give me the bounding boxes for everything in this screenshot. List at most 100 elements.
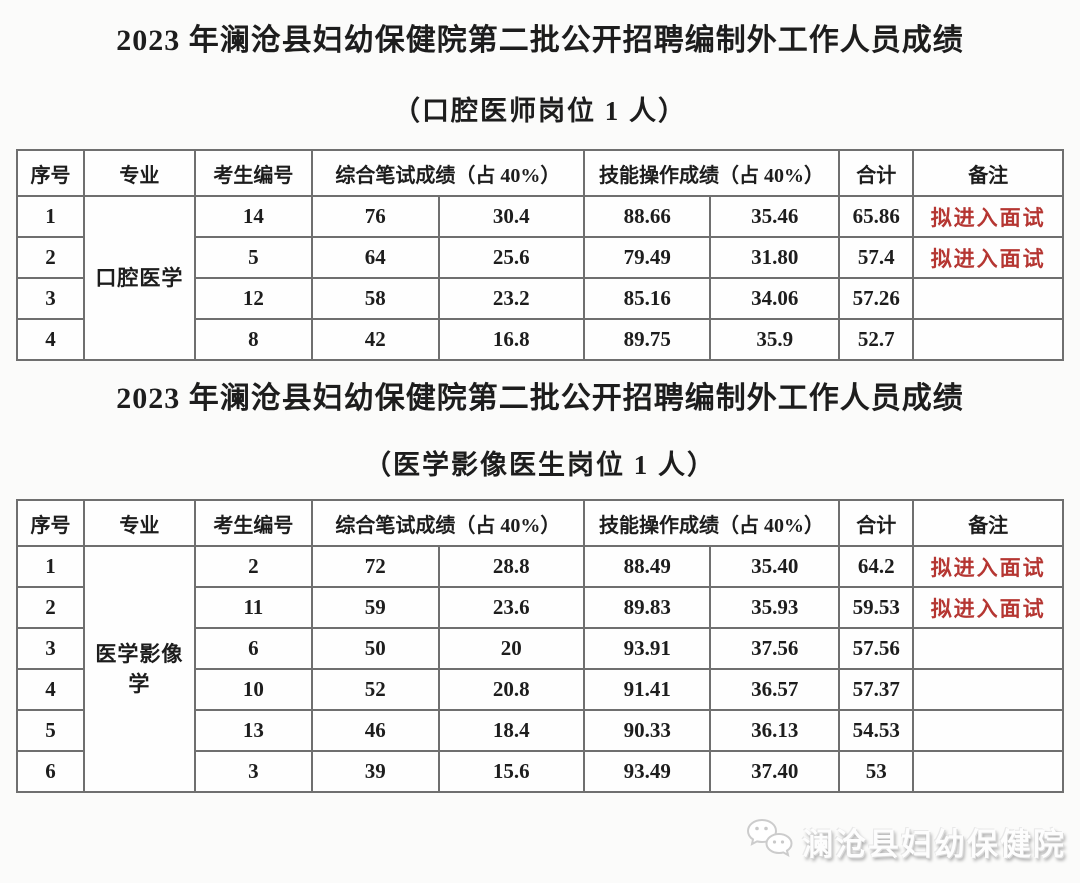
cell-candidate-id: 6 <box>193 627 313 670</box>
cell-remark <box>912 750 1064 793</box>
cell-skill-raw: 89.75 <box>582 318 712 361</box>
header-written-score: 综合笔试成绩（占 40%） <box>310 149 585 197</box>
cell-total: 57.26 <box>838 277 915 320</box>
cell-remark: 拟进入面试 <box>912 545 1064 588</box>
cell-written-weighted: 16.8 <box>437 318 585 361</box>
cell-written-raw: 50 <box>310 627 440 670</box>
header-no: 序号 <box>16 499 85 547</box>
header-row: 序号 专业 考生编号 综合笔试成绩（占 40%） 技能操作成绩（占 40%） 合… <box>16 499 1064 547</box>
cell-skill-raw: 85.16 <box>582 277 712 320</box>
cell-major: 口腔医学 <box>82 195 196 361</box>
table-row: 1 口腔医学 14 76 30.4 88.66 35.46 65.86 拟进入面… <box>16 195 1064 361</box>
cell-written-weighted: 28.8 <box>437 545 585 588</box>
section1-title: 2023 年澜沧县妇幼保健院第二批公开招聘编制外工作人员成绩 <box>116 24 964 57</box>
cell-written-weighted: 23.6 <box>437 586 585 629</box>
cell-skill-raw: 90.33 <box>582 709 712 752</box>
cell-written-weighted: 25.6 <box>437 236 585 279</box>
cell-major: 医学影像学 <box>82 545 196 793</box>
watermark: 澜沧县妇幼保健院 <box>744 816 1066 866</box>
cell-total: 57.56 <box>838 627 915 670</box>
header-skill-score: 技能操作成绩（占 40%） <box>582 499 841 547</box>
header-no: 序号 <box>16 149 85 197</box>
cell-candidate-id: 13 <box>193 709 313 752</box>
cell-written-weighted: 20 <box>437 627 585 670</box>
cell-skill-raw: 88.66 <box>582 195 712 238</box>
cell-written-weighted: 18.4 <box>437 709 585 752</box>
cell-remark <box>912 318 1064 361</box>
cell-remark <box>912 668 1064 711</box>
cell-remark <box>912 627 1064 670</box>
table-row: 3 12 58 23.2 85.16 34.06 57.26 <box>16 277 1064 320</box>
cell-written-raw: 72 <box>310 545 440 588</box>
cell-total: 52.7 <box>838 318 915 361</box>
cell-remark: 拟进入面试 <box>912 236 1064 279</box>
cell-candidate-id: 10 <box>193 668 313 711</box>
cell-skill-weighted: 36.57 <box>709 668 841 711</box>
cell-skill-weighted: 35.40 <box>709 545 841 588</box>
cell-written-raw: 64 <box>310 236 440 279</box>
cell-no: 2 <box>16 586 85 629</box>
header-remark: 备注 <box>912 499 1064 547</box>
cell-no: 4 <box>16 318 85 361</box>
cell-skill-raw: 79.49 <box>582 236 712 279</box>
header-major: 专业 <box>82 499 196 547</box>
cell-total: 57.37 <box>838 668 915 711</box>
table-row: 6 3 39 15.6 93.49 37.40 53 <box>16 750 1064 793</box>
cell-written-weighted: 23.2 <box>437 277 585 320</box>
cell-written-weighted: 20.8 <box>437 668 585 711</box>
cell-skill-weighted: 37.40 <box>709 750 841 793</box>
header-candidate-id: 考生编号 <box>193 499 313 547</box>
cell-remark <box>912 277 1064 320</box>
cell-skill-weighted: 35.9 <box>709 318 841 361</box>
table-row: 3 6 50 20 93.91 37.56 57.56 <box>16 627 1064 670</box>
cell-written-raw: 39 <box>310 750 440 793</box>
table-row: 2 11 59 23.6 89.83 35.93 59.53 拟进入面试 <box>16 586 1064 629</box>
cell-no: 6 <box>16 750 85 793</box>
header-row: 序号 专业 考生编号 综合笔试成绩（占 40%） 技能操作成绩（占 40%） 合… <box>16 149 1064 197</box>
cell-written-raw: 58 <box>310 277 440 320</box>
score-table-imaging: 序号 专业 考生编号 综合笔试成绩（占 40%） 技能操作成绩（占 40%） 合… <box>16 499 1064 793</box>
cell-candidate-id: 11 <box>193 586 313 629</box>
cell-skill-raw: 93.91 <box>582 627 712 670</box>
header-remark: 备注 <box>912 149 1064 197</box>
cell-written-weighted: 30.4 <box>437 195 585 238</box>
cell-total: 57.4 <box>838 236 915 279</box>
cell-total: 59.53 <box>838 586 915 629</box>
cell-remark <box>912 709 1064 752</box>
table-row: 5 13 46 18.4 90.33 36.13 54.53 <box>16 709 1064 752</box>
cell-skill-weighted: 36.13 <box>709 709 841 752</box>
cell-total: 64.2 <box>838 545 915 588</box>
header-skill-score: 技能操作成绩（占 40%） <box>582 149 841 197</box>
cell-skill-weighted: 35.46 <box>709 195 841 238</box>
watermark-label: 澜沧县妇幼保健院 <box>802 826 1066 862</box>
cell-no: 1 <box>16 545 85 588</box>
header-candidate-id: 考生编号 <box>193 149 313 197</box>
cell-candidate-id: 8 <box>193 318 313 361</box>
wechat-chat-bubbles-icon <box>744 816 796 866</box>
cell-skill-raw: 88.49 <box>582 545 712 588</box>
cell-skill-raw: 91.41 <box>582 668 712 711</box>
header-total: 合计 <box>838 149 915 197</box>
cell-no: 1 <box>16 195 85 238</box>
table-row: 1 医学影像学 2 72 28.8 88.49 35.40 64.2 拟进入面试 <box>16 545 1064 793</box>
cell-written-raw: 76 <box>310 195 440 238</box>
cell-no: 2 <box>16 236 85 279</box>
cell-total: 53 <box>838 750 915 793</box>
cell-written-raw: 52 <box>310 668 440 711</box>
cell-no: 3 <box>16 627 85 670</box>
cell-skill-weighted: 34.06 <box>709 277 841 320</box>
section2-title: 2023 年澜沧县妇幼保健院第二批公开招聘编制外工作人员成绩 <box>116 382 964 415</box>
score-table-dental: 序号 专业 考生编号 综合笔试成绩（占 40%） 技能操作成绩（占 40%） 合… <box>16 149 1064 361</box>
cell-candidate-id: 2 <box>193 545 313 588</box>
cell-written-weighted: 15.6 <box>437 750 585 793</box>
cell-total: 54.53 <box>838 709 915 752</box>
cell-skill-weighted: 31.80 <box>709 236 841 279</box>
cell-remark: 拟进入面试 <box>912 586 1064 629</box>
table-row: 4 8 42 16.8 89.75 35.9 52.7 <box>16 318 1064 361</box>
section1-position-subtitle: （口腔医师岗位 1 人） <box>393 96 687 126</box>
cell-skill-weighted: 35.93 <box>709 586 841 629</box>
cell-remark: 拟进入面试 <box>912 195 1064 238</box>
header-total: 合计 <box>838 499 915 547</box>
cell-written-raw: 42 <box>310 318 440 361</box>
